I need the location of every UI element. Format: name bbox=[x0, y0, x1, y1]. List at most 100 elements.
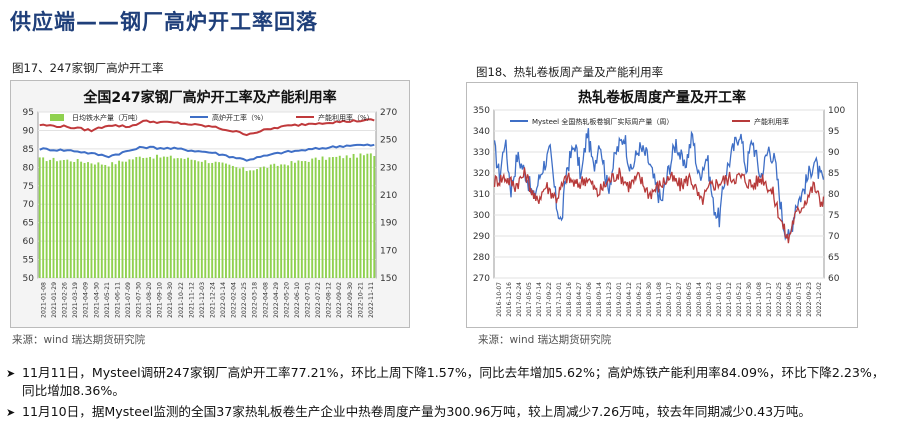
bar bbox=[142, 157, 145, 278]
bar bbox=[369, 153, 372, 278]
figure-17-source: 来源：wind 瑞达期货研究院 bbox=[12, 334, 146, 346]
bar bbox=[214, 161, 217, 278]
x-tick-label: 2021-11-12 bbox=[188, 282, 195, 318]
x-tick-label: 2022-02-04 bbox=[231, 282, 238, 318]
x-tick-label: 2022-08-12 bbox=[326, 282, 333, 318]
y-right-tick-label: 80 bbox=[828, 190, 840, 200]
bar bbox=[311, 158, 314, 278]
bar bbox=[125, 161, 127, 278]
x-tick-label: 2021-05-21 bbox=[104, 282, 111, 318]
bar bbox=[156, 154, 158, 278]
x-tick-label: 2020-01-17 bbox=[666, 282, 673, 317]
bar bbox=[321, 156, 324, 278]
bar bbox=[287, 165, 289, 278]
bar bbox=[73, 161, 76, 278]
bar bbox=[362, 155, 365, 278]
x-tick-label: 2018-11-23 bbox=[606, 282, 613, 317]
bar bbox=[200, 161, 203, 278]
bullet-item: ➤ 11月11日，Mysteel调研247家钢厂高炉开工率77.21%，环比上周… bbox=[6, 364, 894, 400]
bar bbox=[238, 168, 241, 278]
bar bbox=[221, 162, 224, 278]
series-line bbox=[39, 118, 375, 137]
y-right-tick-label: 75 bbox=[828, 211, 839, 221]
x-tick-label: 2021-06-11 bbox=[114, 282, 121, 318]
x-tick-label: 2020-06-05 bbox=[686, 282, 693, 317]
x-tick-label: 2022-09-23 bbox=[806, 282, 813, 317]
x-tick-label: 2021-03-12 bbox=[726, 282, 733, 317]
bar bbox=[152, 158, 155, 278]
legend-label: 产能利用率（%） bbox=[318, 113, 374, 122]
y-left-tick-label: 50 bbox=[23, 274, 35, 284]
y-left-tick-label: 80 bbox=[23, 163, 35, 173]
bar bbox=[145, 157, 148, 278]
y-left-tick-label: 290 bbox=[473, 232, 490, 242]
y-left-tick-label: 70 bbox=[23, 200, 35, 210]
bar bbox=[231, 165, 234, 278]
bar bbox=[197, 161, 200, 278]
x-tick-label: 2021-09-10 bbox=[157, 282, 164, 318]
bar bbox=[83, 162, 86, 278]
x-tick-label: 2021-04-09 bbox=[83, 282, 90, 318]
bar bbox=[352, 153, 355, 278]
x-tick-label: 2018-02-16 bbox=[566, 282, 573, 317]
x-tick-label: 2022-10-21 bbox=[357, 282, 364, 318]
bar bbox=[373, 156, 376, 278]
bar bbox=[207, 163, 210, 278]
bar bbox=[42, 157, 45, 278]
bar bbox=[218, 162, 221, 278]
blast-furnace-chart-svg: 全国247家钢厂高炉开工率及产能利用率 50 55 60 65 70 75 80 85 90 95 1… bbox=[10, 80, 410, 328]
x-tick-label: 2020-03-27 bbox=[676, 282, 683, 317]
bar bbox=[66, 159, 69, 278]
y-right-tick-label: 190 bbox=[380, 219, 397, 229]
x-tick-label: 2021-12-03 bbox=[199, 282, 206, 318]
bar bbox=[169, 155, 172, 278]
bar bbox=[328, 157, 331, 278]
x-tick-label: 2022-04-08 bbox=[262, 282, 269, 318]
bar bbox=[100, 164, 103, 278]
y-right-tick-label: 150 bbox=[380, 274, 397, 284]
x-tick-label: 2021-01-08 bbox=[40, 282, 47, 318]
x-tick-label: 2022-05-20 bbox=[283, 282, 290, 318]
x-tick-label: 2022-07-22 bbox=[315, 282, 322, 318]
bar bbox=[114, 164, 117, 278]
x-tick-label: 2022-07-15 bbox=[796, 282, 803, 317]
bar bbox=[173, 158, 176, 278]
bar bbox=[211, 162, 214, 278]
x-tick-label: 2022-04-29 bbox=[273, 282, 280, 318]
x-tick-label: 2018-07-06 bbox=[586, 282, 593, 317]
bar bbox=[107, 166, 110, 278]
bar bbox=[256, 169, 258, 278]
bar bbox=[69, 161, 72, 278]
y-right-tick-label: 95 bbox=[828, 127, 839, 137]
bar bbox=[235, 167, 238, 278]
bar bbox=[59, 160, 62, 278]
y-left-tick-label: 350 bbox=[473, 106, 490, 116]
y-right-tick-label: 230 bbox=[380, 163, 397, 173]
y-right-tick-label: 100 bbox=[828, 106, 845, 116]
bar bbox=[318, 159, 321, 278]
bar bbox=[273, 163, 276, 278]
y-right-tick-label: 170 bbox=[380, 246, 397, 256]
bar bbox=[131, 159, 134, 278]
figure-18-source: 来源：wind 瑞达期货研究院 bbox=[478, 334, 612, 346]
bar bbox=[300, 161, 303, 278]
y-left-tick-label: 60 bbox=[23, 237, 35, 247]
y-left-tick-label: 340 bbox=[473, 127, 490, 137]
bar bbox=[283, 164, 286, 278]
x-tick-label: 2021-09-30 bbox=[167, 282, 174, 318]
y-right-tick-label: 70 bbox=[828, 232, 840, 242]
x-tick-label: 2019-02-01 bbox=[616, 282, 623, 317]
bar bbox=[118, 160, 120, 278]
chart-title: 全国247家钢厂高炉开工率及产能利用率 bbox=[82, 89, 336, 106]
x-tick-label: 2017-02-24 bbox=[516, 282, 523, 317]
x-tick-label: 2018-09-14 bbox=[596, 282, 603, 317]
bar bbox=[135, 157, 138, 278]
bar bbox=[111, 162, 114, 278]
chart-title: 热轧卷板周度产量及开工率 bbox=[578, 89, 746, 106]
bar bbox=[138, 156, 141, 278]
page-title: 供应端——钢厂高炉开工率回落 bbox=[10, 10, 318, 34]
bar bbox=[356, 157, 358, 278]
bar bbox=[338, 155, 341, 278]
bar bbox=[180, 158, 183, 278]
bar bbox=[266, 167, 269, 278]
